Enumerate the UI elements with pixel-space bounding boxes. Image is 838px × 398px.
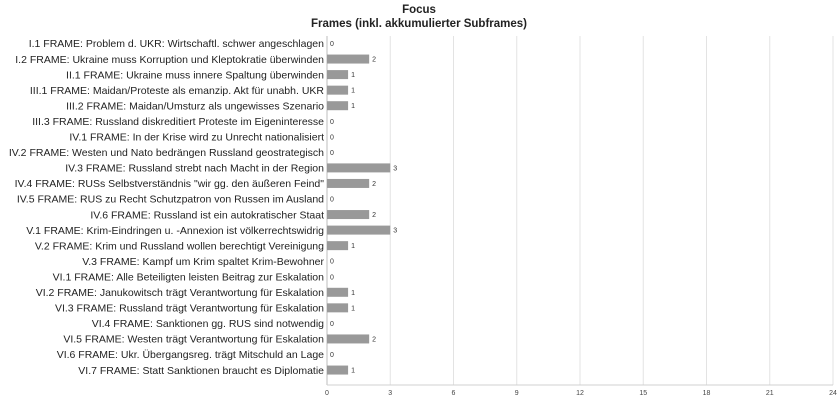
category-label: VI.5 FRAME: Westen trägt Verantwortung f… (63, 334, 324, 346)
x-tick-label: 15 (639, 390, 647, 397)
bar (327, 54, 370, 64)
category-label: V.2 FRAME: Krim und Russland wollen bere… (35, 240, 324, 252)
bar (327, 287, 349, 297)
category-label: I.2 FRAME: Ukraine muss Korruption und K… (15, 54, 324, 66)
data-label: 0 (330, 150, 334, 157)
data-label: 1 (351, 305, 355, 312)
category-label: III.2 FRAME: Maidan/Umsturz als ungewiss… (66, 100, 324, 112)
bar (327, 178, 370, 188)
data-label: 2 (372, 336, 376, 343)
chart-title: Focus (402, 4, 436, 16)
x-tick-label: 21 (766, 390, 774, 397)
category-label: II.1 FRAME: Ukraine muss innere Spaltung… (66, 69, 324, 81)
category-label: VI.3 FRAME: Russland trägt Verantwortung… (55, 303, 324, 315)
x-tick-label: 9 (515, 390, 519, 397)
data-label: 0 (330, 321, 334, 328)
data-label: 3 (393, 165, 397, 172)
bar (327, 303, 349, 313)
data-label: 0 (330, 352, 334, 359)
x-tick-label: 6 (452, 390, 456, 397)
bar (327, 241, 349, 251)
data-label: 2 (372, 212, 376, 219)
data-label: 2 (372, 57, 376, 64)
data-label: 0 (330, 274, 334, 281)
category-label: IV.4 FRAME: RUSs Selbstverständnis "wir … (15, 178, 325, 190)
data-label: 1 (351, 243, 355, 250)
category-label: IV.3 FRAME: Russland strebt nach Macht i… (65, 163, 324, 175)
x-tick-label: 12 (576, 390, 584, 397)
bar (327, 70, 349, 80)
bar (327, 101, 349, 111)
category-label: IV.2 FRAME: Westen und Nato bedrängen Ru… (9, 147, 324, 159)
bar (327, 365, 349, 375)
bar (327, 210, 370, 220)
data-label: 1 (351, 368, 355, 375)
category-label: VI.1 FRAME: Alle Beteiligten leisten Bei… (53, 271, 325, 283)
category-label: III.1 FRAME: Maidan/Proteste als emanzip… (30, 85, 325, 97)
category-label: I.1 FRAME: Problem d. UKR: Wirtschaftl. … (29, 38, 324, 50)
category-label: IV.5 FRAME: RUS zu Recht Schutzpatron vo… (17, 194, 324, 206)
data-label: 3 (393, 228, 397, 235)
data-label: 0 (330, 119, 334, 126)
chart-subtitle: Frames (inkl. akkumulierter Subframes) (310, 18, 528, 30)
data-label: 0 (330, 259, 334, 266)
x-tick-label: 0 (325, 390, 329, 397)
category-label: IV.1 FRAME: In der Krise wird zu Unrecht… (69, 132, 324, 144)
data-label: 0 (330, 197, 334, 204)
x-tick-label: 3 (388, 390, 392, 397)
bar (327, 163, 391, 173)
category-label: VI.2 FRAME: Janukowitsch trägt Verantwor… (36, 287, 324, 299)
category-label: VI.4 FRAME: Sanktionen gg. RUS sind notw… (92, 318, 324, 330)
category-label: V.1 FRAME: Krim-Eindringen u. -Annexion … (26, 225, 324, 237)
data-label: 1 (351, 103, 355, 110)
x-tick-label: 24 (829, 390, 837, 397)
x-tick-label: 18 (703, 390, 711, 397)
data-label: 0 (330, 134, 334, 141)
bar (327, 334, 370, 344)
category-label: III.3 FRAME: Russland diskreditiert Prot… (32, 116, 324, 128)
data-label: 1 (351, 290, 355, 297)
data-label: 0 (330, 41, 334, 48)
category-label: V.3 FRAME: Kampf um Krim spaltet Krim-Be… (82, 256, 324, 268)
data-label: 1 (351, 88, 355, 95)
bar (327, 85, 349, 95)
bar (327, 225, 391, 235)
category-label: VI.6 FRAME: Ukr. Übergangsreg. trägt Mit… (57, 349, 324, 361)
data-label: 1 (351, 72, 355, 79)
data-label: 2 (372, 181, 376, 188)
category-label: VI.7 FRAME: Statt Sanktionen braucht es … (78, 365, 324, 377)
category-label: IV.6 FRAME: Russland ist ein autokratisc… (90, 209, 324, 221)
